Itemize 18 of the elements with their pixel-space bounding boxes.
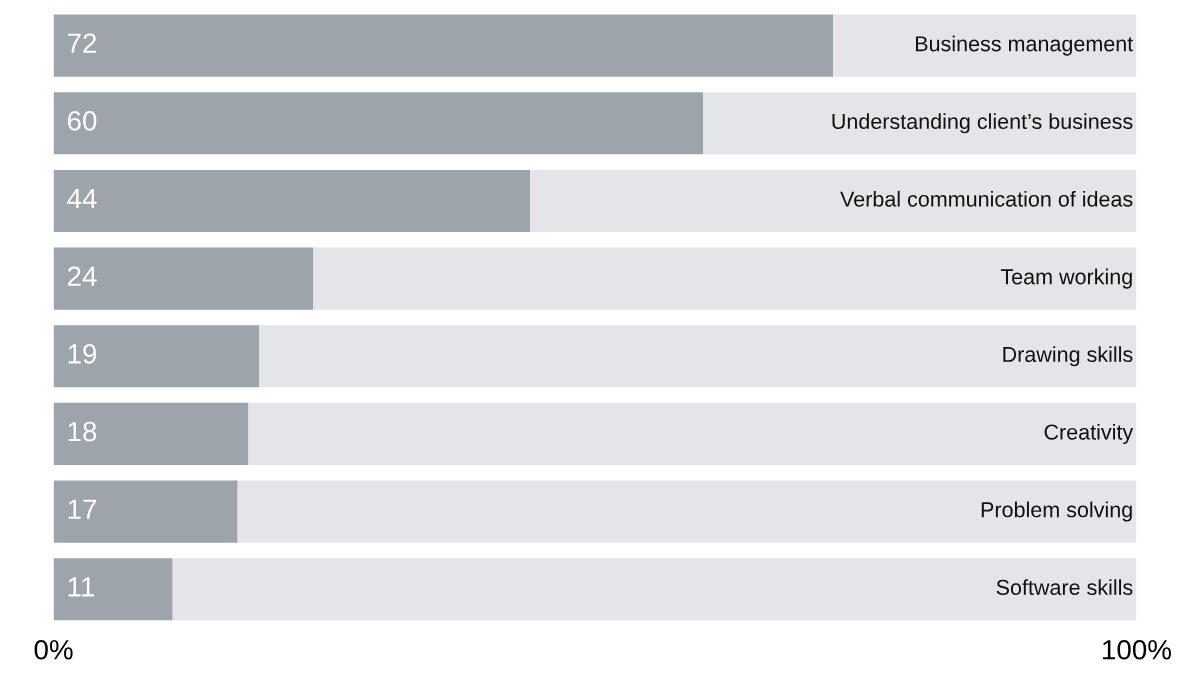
data-label: 24 <box>67 266 97 286</box>
data-label: 44 <box>67 189 97 209</box>
y-tick-label: Problem solving <box>981 501 1132 522</box>
y-tick-label: Creativity <box>1044 423 1134 444</box>
data-label: 18 <box>68 421 97 442</box>
x-tick-label: 0% <box>34 639 73 660</box>
y-tick-label: Verbal communication of ideas <box>840 190 1133 207</box>
data-label: 11 <box>68 577 95 597</box>
data-label: 17 <box>68 499 97 519</box>
data-label: 72 <box>67 33 97 53</box>
data-label: 19 <box>68 344 97 364</box>
y-tick-label: Software skills <box>996 579 1133 596</box>
y-tick-label: Team working <box>1000 268 1132 289</box>
y-tick-label: Understanding client’s business <box>832 113 1133 134</box>
y-tick-label: Drawing skills <box>1003 346 1133 367</box>
data-label: 60 <box>67 111 97 131</box>
x-tick-label: 100% <box>1103 639 1171 660</box>
y-tick-label: Business management <box>915 35 1134 56</box>
